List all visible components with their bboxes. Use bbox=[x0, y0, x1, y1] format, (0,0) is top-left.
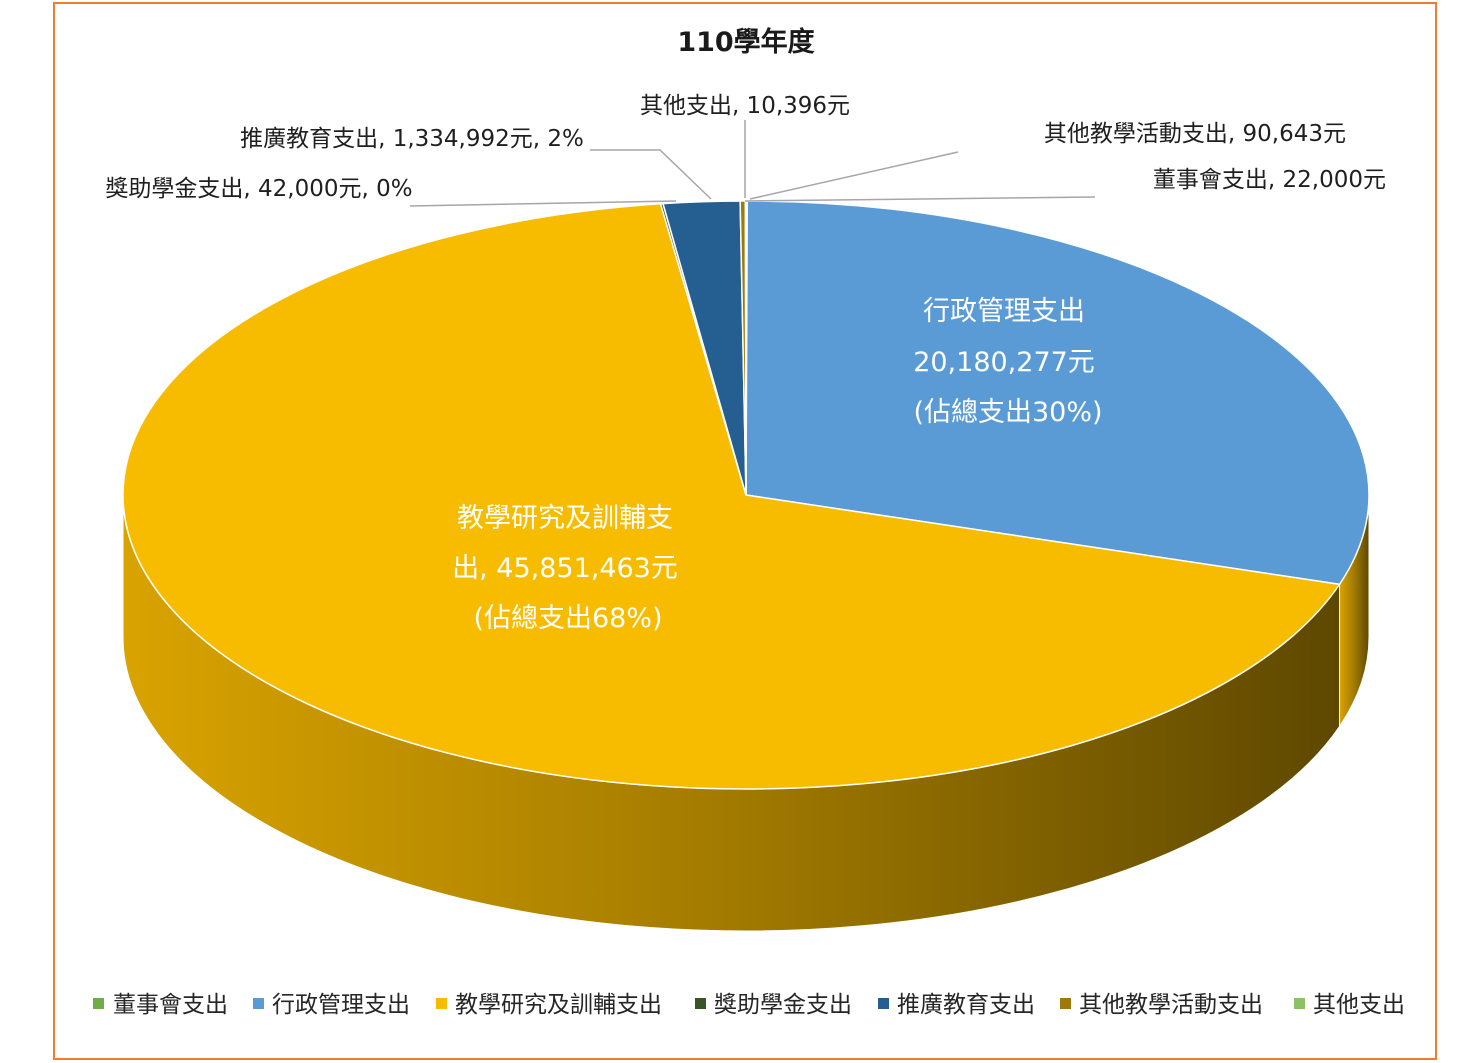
legend-swatch-board bbox=[93, 998, 104, 1009]
leader-line-board bbox=[744, 196, 1096, 202]
label-board: 董事會支出, 22,000元 bbox=[1153, 167, 1386, 193]
legend-label-admin: 行政管理支出 bbox=[272, 992, 410, 1018]
label-other: 其他支出, 10,396元 bbox=[640, 93, 850, 119]
legend-swatch-extension bbox=[878, 998, 889, 1009]
leader-line-scholarship bbox=[409, 200, 677, 207]
leader-line-other-teaching bbox=[749, 151, 959, 200]
pie-top-faces bbox=[122, 200, 1370, 790]
legend-swatch-scholarship bbox=[695, 998, 706, 1009]
slice-admin bbox=[745, 200, 1370, 586]
label-admin-line2: 20,180,277元 bbox=[913, 347, 1095, 378]
label-admin-line3: (佔總支出30%) bbox=[913, 397, 1102, 428]
legend-swatch-admin bbox=[253, 998, 264, 1009]
legend-label-other-teaching: 其他教學活動支出 bbox=[1079, 992, 1263, 1018]
legend-swatch-other-teaching bbox=[1060, 998, 1071, 1009]
label-extension: 推廣教育支出, 1,334,992元, 2% bbox=[240, 126, 584, 152]
legend-label-scholarship: 獎助學金支出 bbox=[714, 992, 852, 1018]
slice-teaching bbox=[122, 202, 1341, 790]
label-teaching-line3: (佔總支出68%) bbox=[473, 603, 662, 634]
pie-side-walls bbox=[122, 494, 1370, 932]
label-teaching-line2: 出, 45,851,463元 bbox=[452, 553, 678, 584]
label-teaching-line1: 教學研究及訓輔支 bbox=[457, 503, 673, 534]
legend-label-extension: 推廣教育支出 bbox=[897, 992, 1035, 1018]
legend-label-board: 董事會支出 bbox=[113, 992, 228, 1018]
leader-line-extension bbox=[590, 149, 712, 200]
legend-label-other: 其他支出 bbox=[1313, 992, 1405, 1018]
legend-label-teaching: 教學研究及訓輔支出 bbox=[455, 992, 662, 1018]
chart-title: 110學年度 bbox=[677, 26, 814, 58]
label-admin-line1: 行政管理支出 bbox=[923, 296, 1085, 327]
legend: 董事會支出 行政管理支出 教學研究及訓輔支出 獎助學金支出 推廣教育支出 其他教… bbox=[93, 992, 1405, 1018]
legend-swatch-other bbox=[1294, 998, 1305, 1009]
legend-swatch-teaching bbox=[436, 998, 447, 1009]
label-scholarship: 獎助學金支出, 42,000元, 0% bbox=[105, 176, 412, 202]
slice-other bbox=[744, 200, 747, 496]
label-other-teaching: 其他教學活動支出, 90,643元 bbox=[1044, 121, 1346, 147]
